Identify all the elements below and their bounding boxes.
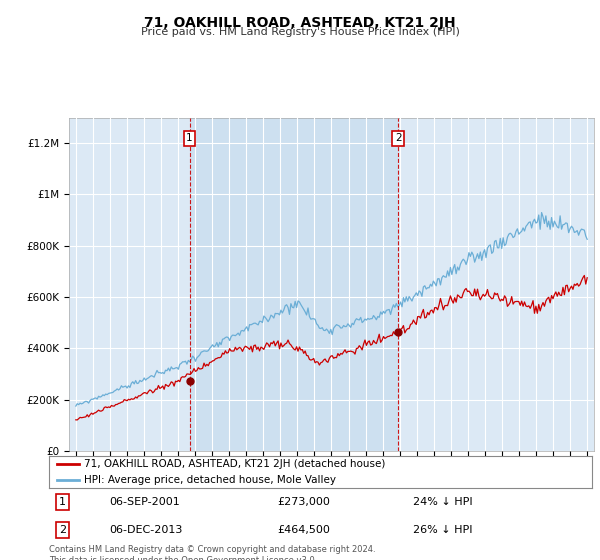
Text: Price paid vs. HM Land Registry's House Price Index (HPI): Price paid vs. HM Land Registry's House … [140,27,460,37]
Text: Contains HM Land Registry data © Crown copyright and database right 2024.
This d: Contains HM Land Registry data © Crown c… [49,545,376,560]
Text: HPI: Average price, detached house, Mole Valley: HPI: Average price, detached house, Mole… [85,475,337,485]
Text: 06-SEP-2001: 06-SEP-2001 [109,497,179,507]
Text: 2: 2 [395,133,401,143]
Text: 2: 2 [59,525,67,535]
Text: 24% ↓ HPI: 24% ↓ HPI [413,497,473,507]
Text: 06-DEC-2013: 06-DEC-2013 [109,525,182,535]
Text: 26% ↓ HPI: 26% ↓ HPI [413,525,473,535]
Bar [190,118,398,451]
Text: 71, OAKHILL ROAD, ASHTEAD, KT21 2JH: 71, OAKHILL ROAD, ASHTEAD, KT21 2JH [144,16,456,30]
Text: 1: 1 [186,133,193,143]
Text: £464,500: £464,500 [277,525,330,535]
Text: 71, OAKHILL ROAD, ASHTEAD, KT21 2JH (detached house): 71, OAKHILL ROAD, ASHTEAD, KT21 2JH (det… [85,459,386,469]
Text: 1: 1 [59,497,66,507]
Text: £273,000: £273,000 [277,497,330,507]
